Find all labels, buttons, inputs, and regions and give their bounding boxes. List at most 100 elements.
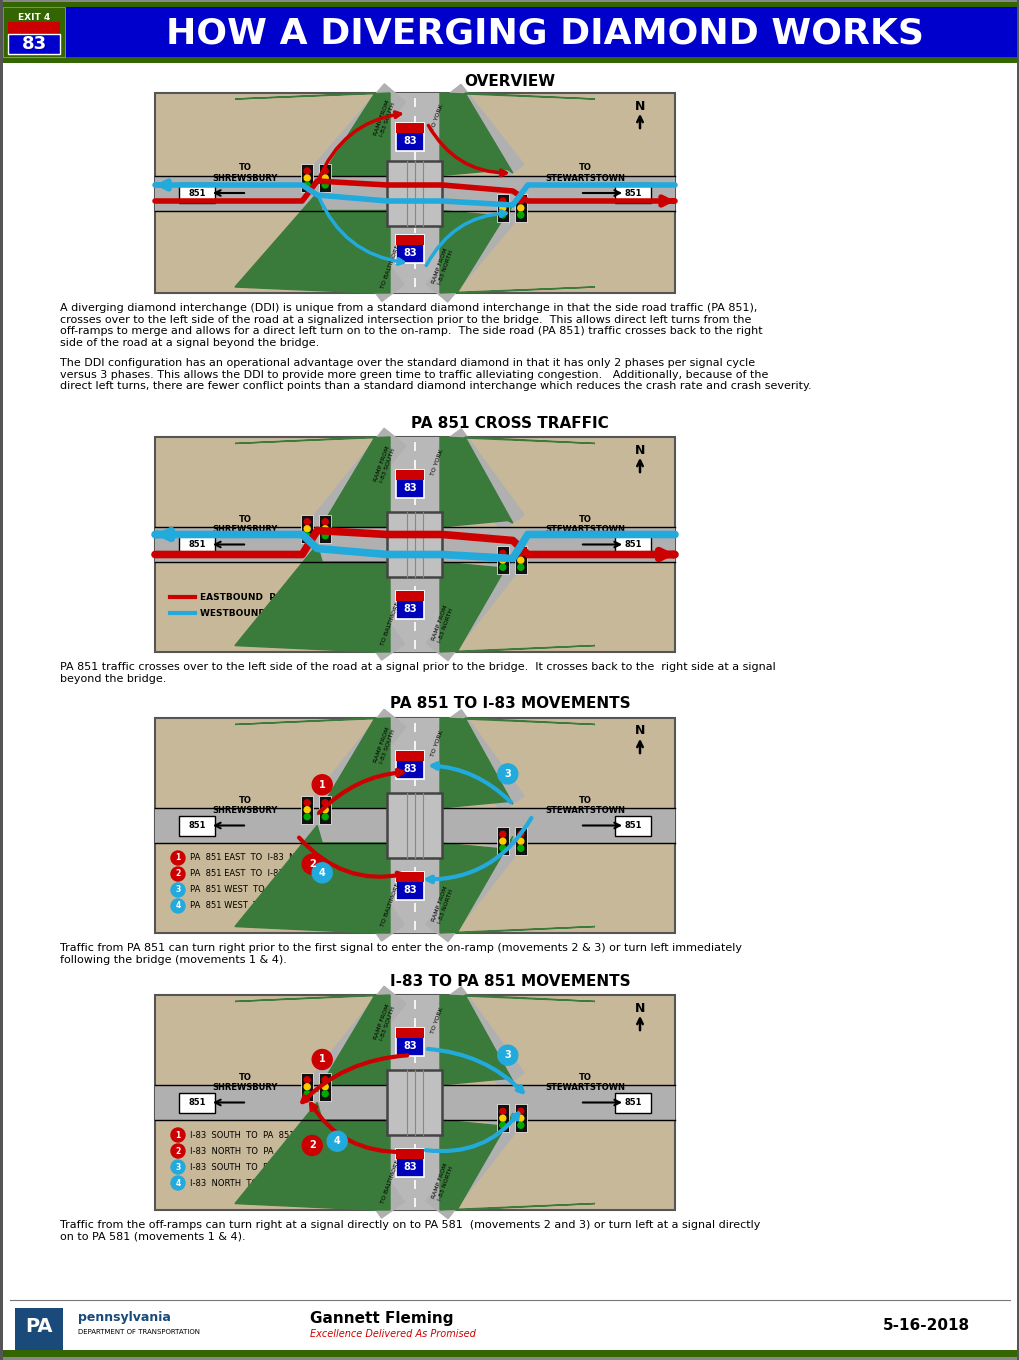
Circle shape bbox=[304, 169, 310, 174]
Circle shape bbox=[518, 212, 524, 218]
Circle shape bbox=[518, 564, 524, 570]
Polygon shape bbox=[234, 1103, 389, 1210]
Bar bbox=[496, 827, 508, 855]
Bar bbox=[614, 1092, 650, 1112]
Circle shape bbox=[312, 862, 332, 883]
Circle shape bbox=[322, 526, 328, 532]
Text: RAMP FROM
I-83 SOUTH: RAMP FROM I-83 SOUTH bbox=[373, 1004, 396, 1042]
Polygon shape bbox=[438, 428, 524, 532]
Bar bbox=[319, 165, 331, 192]
Text: N: N bbox=[634, 443, 645, 457]
Text: 851: 851 bbox=[624, 821, 641, 830]
Circle shape bbox=[171, 1144, 184, 1157]
Text: TO
SHREWSBURY: TO SHREWSBURY bbox=[212, 515, 277, 534]
Circle shape bbox=[171, 1127, 184, 1142]
Bar bbox=[395, 471, 424, 498]
Bar bbox=[395, 235, 424, 245]
Text: RAMP FROM
I-83 SOUTH: RAMP FROM I-83 SOUTH bbox=[373, 726, 396, 766]
Bar bbox=[515, 194, 526, 222]
Bar bbox=[155, 996, 675, 1210]
Polygon shape bbox=[438, 84, 524, 182]
Circle shape bbox=[304, 533, 310, 539]
Bar bbox=[387, 793, 442, 858]
Polygon shape bbox=[306, 536, 405, 660]
Text: N: N bbox=[634, 1001, 645, 1015]
Bar bbox=[395, 1149, 424, 1159]
Circle shape bbox=[322, 800, 328, 805]
Circle shape bbox=[499, 1122, 505, 1129]
Bar bbox=[155, 175, 675, 211]
Text: TO
SHREWSBURY: TO SHREWSBURY bbox=[212, 796, 277, 815]
Circle shape bbox=[304, 518, 310, 525]
Text: PA  851 EAST  TO  I-83  SOUTH: PA 851 EAST TO I-83 SOUTH bbox=[190, 869, 318, 879]
Bar bbox=[155, 526, 675, 562]
Polygon shape bbox=[439, 92, 594, 175]
Circle shape bbox=[518, 558, 524, 563]
Bar bbox=[395, 590, 424, 601]
Bar bbox=[515, 547, 526, 574]
Bar bbox=[395, 122, 424, 151]
Circle shape bbox=[322, 175, 328, 181]
Bar bbox=[0, 0, 3, 1360]
Circle shape bbox=[304, 175, 310, 181]
Text: 1: 1 bbox=[319, 1054, 325, 1065]
Bar bbox=[319, 514, 331, 543]
Polygon shape bbox=[439, 836, 594, 933]
Text: TO YORK: TO YORK bbox=[429, 103, 443, 131]
Text: RAMP FROM
I-83 NORTH: RAMP FROM I-83 NORTH bbox=[431, 885, 454, 925]
Circle shape bbox=[304, 526, 310, 532]
Text: 83: 83 bbox=[403, 483, 417, 494]
Bar bbox=[395, 751, 424, 779]
Text: 2: 2 bbox=[309, 860, 315, 869]
Circle shape bbox=[171, 1176, 184, 1190]
Text: 83: 83 bbox=[21, 35, 47, 53]
Polygon shape bbox=[307, 84, 406, 192]
Text: I-83 TO PA 851 MOVEMENTS: I-83 TO PA 851 MOVEMENTS bbox=[389, 974, 630, 989]
Text: 83: 83 bbox=[403, 1161, 417, 1172]
Text: A diverging diamond interchange (DDI) is unique from a standard diamond intercha: A diverging diamond interchange (DDI) is… bbox=[60, 303, 762, 348]
Circle shape bbox=[322, 806, 328, 813]
Circle shape bbox=[518, 199, 524, 204]
Text: PA  851 WEST  TO  I-83  SOUTH: PA 851 WEST TO I-83 SOUTH bbox=[190, 902, 321, 910]
Circle shape bbox=[499, 831, 505, 838]
Circle shape bbox=[304, 182, 310, 188]
Text: 1: 1 bbox=[175, 1130, 180, 1140]
Circle shape bbox=[499, 846, 505, 851]
Bar bbox=[0, 7, 1019, 57]
Bar bbox=[1016, 0, 1019, 1360]
Polygon shape bbox=[439, 1114, 594, 1210]
Text: 851: 851 bbox=[189, 821, 206, 830]
Circle shape bbox=[312, 1050, 332, 1069]
Polygon shape bbox=[234, 826, 389, 933]
Circle shape bbox=[499, 838, 505, 845]
Circle shape bbox=[171, 899, 184, 913]
Circle shape bbox=[304, 1091, 310, 1096]
Text: EXIT 4: EXIT 4 bbox=[18, 12, 50, 22]
Circle shape bbox=[518, 831, 524, 838]
Bar bbox=[395, 751, 424, 762]
Text: RAMP FROM
I-83 NORTH: RAMP FROM I-83 NORTH bbox=[431, 248, 454, 287]
Bar bbox=[389, 437, 439, 651]
Text: 3: 3 bbox=[175, 885, 180, 895]
Text: I-83  SOUTH  TO  PA  851 WEST: I-83 SOUTH TO PA 851 WEST bbox=[190, 1163, 321, 1171]
Polygon shape bbox=[306, 185, 404, 302]
Bar bbox=[0, 1357, 1019, 1360]
Polygon shape bbox=[426, 828, 524, 941]
Text: 851: 851 bbox=[624, 1098, 641, 1107]
Text: RAMP FROM
I-83 SOUTH: RAMP FROM I-83 SOUTH bbox=[373, 99, 396, 139]
Text: TO
STEWARTSTOWN: TO STEWARTSTOWN bbox=[544, 796, 625, 815]
Text: 4: 4 bbox=[175, 902, 180, 910]
Bar bbox=[614, 816, 650, 835]
Polygon shape bbox=[439, 437, 594, 526]
Text: TO
STEWARTSTOWN: TO STEWARTSTOWN bbox=[544, 163, 625, 182]
Text: DEPARTMENT OF TRANSPORTATION: DEPARTMENT OF TRANSPORTATION bbox=[77, 1329, 200, 1336]
Bar bbox=[395, 471, 424, 480]
Text: Traffic from the off-ramps can turn right at a signal directly on to PA 581  (mo: Traffic from the off-ramps can turn righ… bbox=[60, 1220, 759, 1242]
Text: The DDI configuration has an operational advantage over the standard diamond in : The DDI configuration has an operational… bbox=[60, 358, 811, 392]
Text: TO BALTIMORE: TO BALTIMORE bbox=[379, 1160, 399, 1205]
Circle shape bbox=[322, 182, 328, 188]
Text: PA: PA bbox=[25, 1316, 53, 1336]
Circle shape bbox=[499, 212, 505, 218]
Bar bbox=[395, 1149, 424, 1176]
Bar bbox=[3, 7, 65, 57]
